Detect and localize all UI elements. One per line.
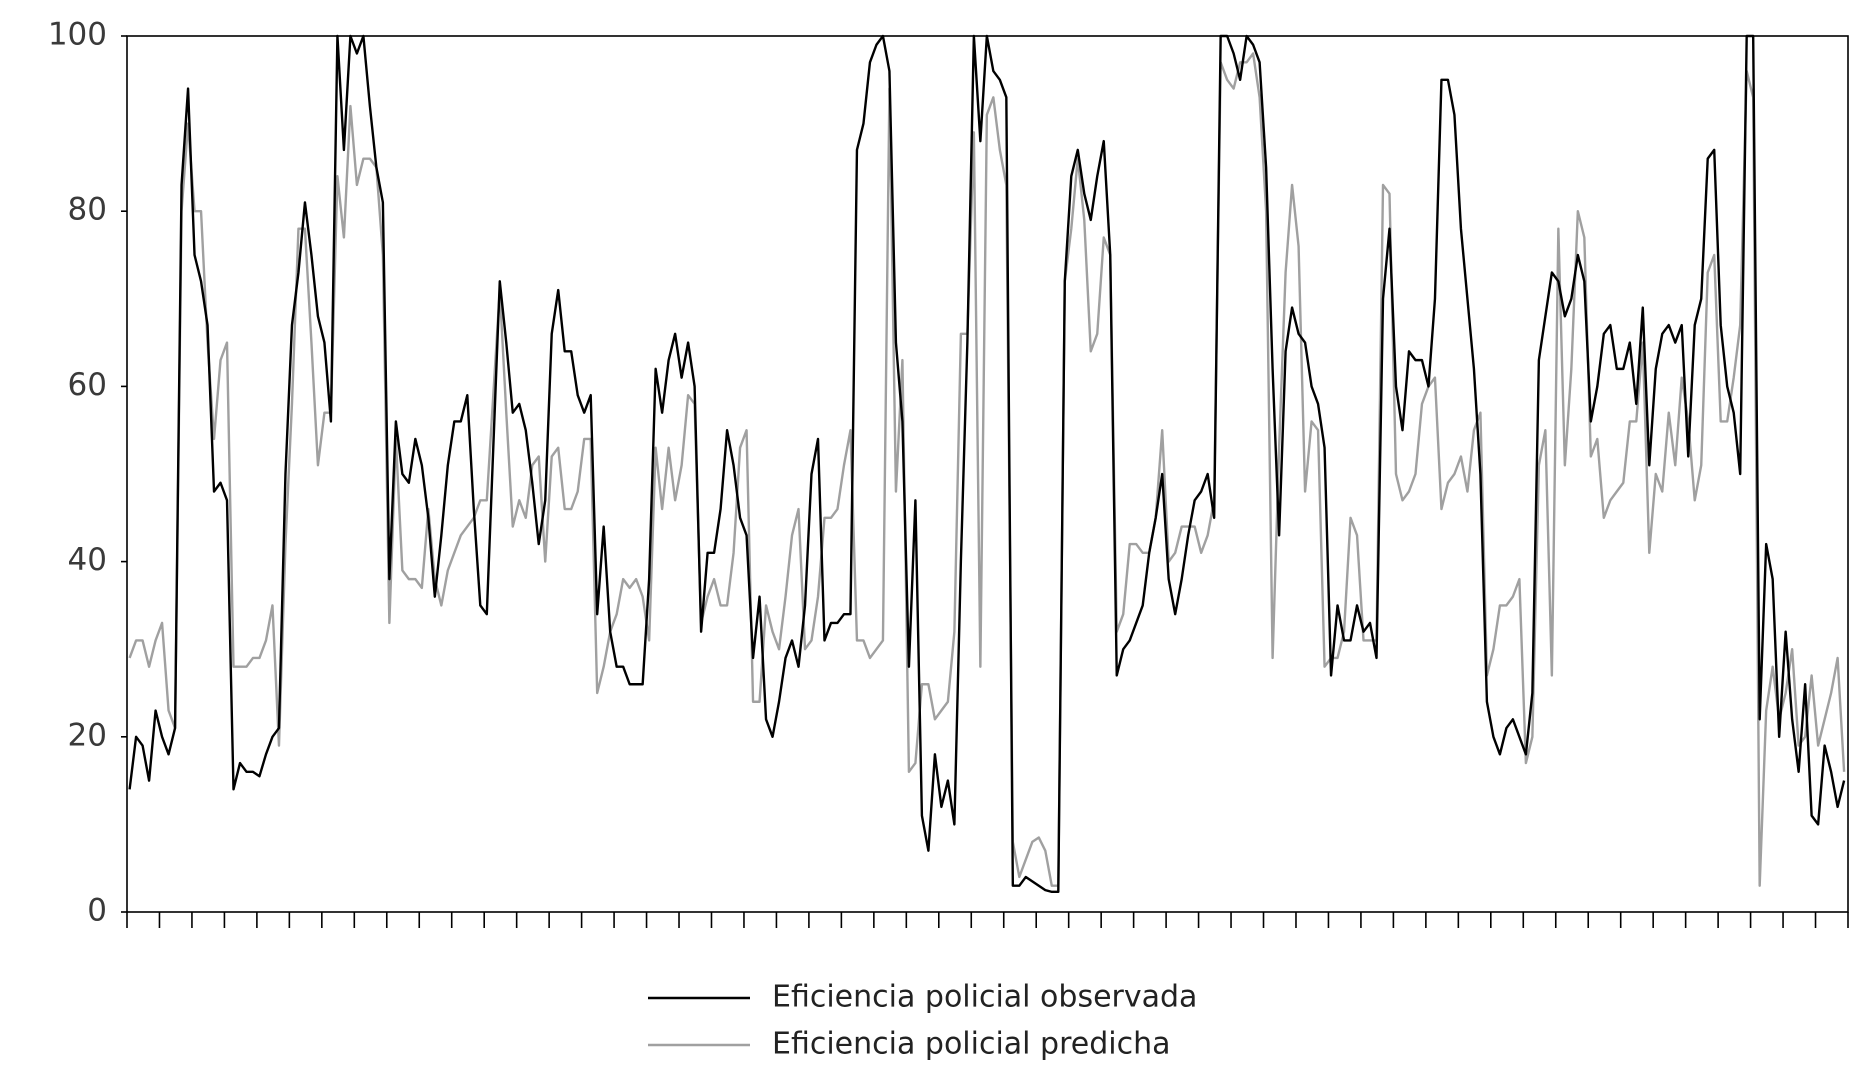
- y-tick-label: 20: [68, 717, 107, 753]
- y-tick-label: 0: [87, 893, 107, 929]
- legend-label: Eficiencia policial predicha: [772, 1027, 1171, 1062]
- y-tick-label: 60: [68, 367, 107, 403]
- legend-label: Eficiencia policial observada: [772, 980, 1197, 1015]
- y-tick-label: 100: [48, 17, 107, 53]
- y-tick-label: 80: [68, 192, 107, 228]
- y-tick-label: 40: [68, 542, 107, 578]
- plot-frame: [126, 35, 1849, 913]
- data-line: [128, 34, 1846, 894]
- data-line: [128, 52, 1846, 887]
